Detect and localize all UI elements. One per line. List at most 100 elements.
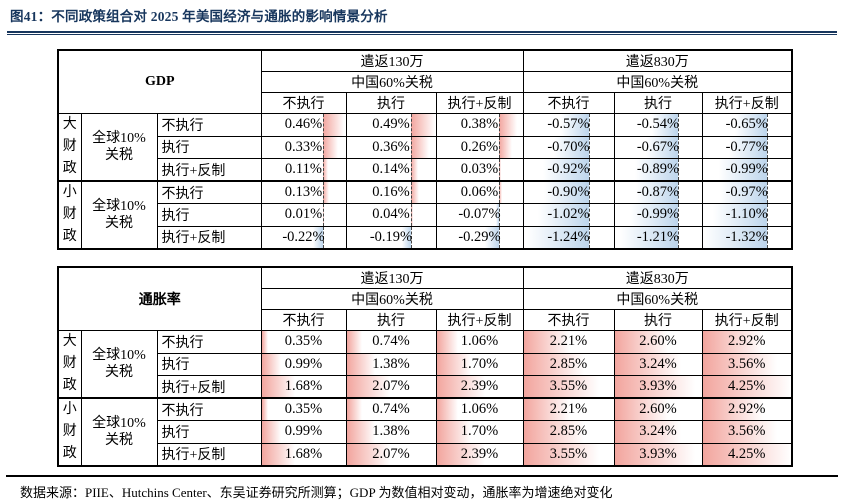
- cell-value: 2.92%: [728, 333, 765, 349]
- cell-value: 3.24%: [639, 356, 676, 372]
- positive-data-bar: [347, 331, 362, 353]
- title-rule-thin: [7, 34, 837, 35]
- cell-value: 1.70%: [461, 423, 498, 439]
- scenario-row-label: 不执行: [157, 181, 261, 204]
- repatriation-header: 遣返130万: [261, 267, 523, 289]
- cell-value: 1.38%: [372, 356, 409, 372]
- china-tariff-header: 中国60%关税: [523, 289, 792, 310]
- cell-value: -0.22%: [282, 229, 324, 245]
- value-cell: -0.54%: [614, 114, 702, 137]
- value-cell: -0.19%: [346, 226, 436, 249]
- value-cell: 3.55%: [523, 443, 614, 466]
- cell-value: 0.36%: [372, 139, 409, 155]
- positive-data-bar: [347, 399, 362, 420]
- value-cell: -0.57%: [523, 114, 614, 137]
- title-rule-thick: [7, 31, 837, 33]
- value-cell: 2.39%: [436, 376, 523, 399]
- global-tariff-label: 全球10% 关税: [81, 331, 157, 399]
- zero-axis-line: [499, 137, 500, 159]
- value-cell: 0.14%: [346, 159, 436, 182]
- cell-value: 0.35%: [285, 333, 322, 349]
- value-cell: 0.74%: [346, 331, 436, 354]
- positive-data-bar: [262, 354, 282, 376]
- global-tariff-label: 全球10% 关税: [81, 181, 157, 249]
- scenario-row-label: 不执行: [157, 114, 261, 137]
- zero-axis-line: [411, 114, 412, 136]
- cell-value: 2.85%: [550, 356, 587, 372]
- cell-value: -0.29%: [458, 229, 500, 245]
- cell-value: 0.74%: [372, 401, 409, 417]
- inflation-table: 通胀率遣返130万遣返830万中国60%关税中国60%关税不执行执行执行+反制不…: [57, 266, 793, 467]
- value-cell: -0.87%: [614, 181, 702, 204]
- positive-data-bar: [411, 114, 435, 136]
- cell-value: 3.93%: [639, 446, 676, 462]
- cell-value: 2.39%: [461, 446, 498, 462]
- cell-value: 3.56%: [728, 423, 765, 439]
- scenario-col-header: 不执行: [523, 93, 614, 114]
- cell-value: -0.87%: [637, 184, 679, 200]
- china-tariff-header: 中国60%关税: [261, 72, 523, 93]
- cell-value: 0.04%: [372, 206, 409, 222]
- value-cell: 3.56%: [702, 421, 792, 444]
- value-cell: -0.77%: [702, 136, 792, 159]
- zero-axis-line: [411, 182, 412, 203]
- cell-value: -0.77%: [726, 139, 768, 155]
- positive-data-bar: [262, 399, 269, 420]
- scenario-row-label: 执行+反制: [157, 376, 261, 399]
- cell-value: 0.13%: [285, 184, 322, 200]
- value-cell: 0.49%: [346, 114, 436, 137]
- value-cell: 0.06%: [436, 181, 523, 204]
- cell-value: 1.38%: [372, 423, 409, 439]
- value-cell: 2.92%: [702, 331, 792, 354]
- zero-axis-line: [323, 137, 324, 159]
- value-cell: 0.99%: [261, 353, 346, 376]
- value-cell: 4.25%: [702, 443, 792, 466]
- zero-axis-line: [499, 159, 500, 180]
- table-row: 执行+反制-0.22%-0.19%-0.29%-1.24%-1.21%-1.32…: [58, 226, 792, 249]
- cell-value: -1.02%: [547, 206, 589, 222]
- zero-axis-line: [323, 204, 324, 226]
- scenario-col-header: 执行+反制: [436, 93, 523, 114]
- repatriation-header: 遣返130万: [261, 50, 523, 72]
- scenario-col-header: 不执行: [523, 310, 614, 331]
- inflation-metric-label: 通胀率: [58, 267, 261, 331]
- header-row: 通胀率遣返130万遣返830万: [58, 267, 792, 289]
- scenario-col-header: 执行: [346, 93, 436, 114]
- value-cell: -0.67%: [614, 136, 702, 159]
- value-cell: 2.21%: [523, 331, 614, 354]
- china-tariff-header: 中国60%关税: [261, 289, 523, 310]
- cell-value: 2.07%: [372, 446, 409, 462]
- positive-data-bar: [323, 114, 344, 136]
- cell-value: 3.56%: [728, 356, 765, 372]
- scenario-col-header: 不执行: [261, 310, 346, 331]
- cell-value: 4.25%: [728, 446, 765, 462]
- cell-value: 0.06%: [461, 184, 498, 200]
- scenario-row-label: 不执行: [157, 331, 261, 354]
- scenario-row-label: 执行: [157, 204, 261, 227]
- value-cell: 1.70%: [436, 421, 523, 444]
- cell-value: 1.06%: [461, 401, 498, 417]
- zero-axis-line: [411, 137, 412, 159]
- global-tariff-label: 全球10% 关税: [81, 398, 157, 466]
- value-cell: -0.22%: [261, 226, 346, 249]
- cell-value: 2.92%: [728, 401, 765, 417]
- value-cell: 0.46%: [261, 114, 346, 137]
- value-cell: 2.60%: [614, 398, 702, 421]
- data-source-note: 数据来源：PIIE、Hutchins Center、东吴证券研究所测算；GDP …: [20, 484, 834, 501]
- scenario-row-label: 执行+反制: [157, 443, 261, 466]
- zero-axis-line: [411, 159, 412, 180]
- cell-value: 2.07%: [372, 378, 409, 394]
- cell-value: 0.14%: [372, 161, 409, 177]
- value-cell: -0.29%: [436, 226, 523, 249]
- value-cell: 4.25%: [702, 376, 792, 399]
- positive-data-bar: [262, 421, 282, 443]
- scenario-col-header: 不执行: [261, 93, 346, 114]
- cell-value: 0.16%: [372, 184, 409, 200]
- positive-data-bar: [499, 137, 511, 159]
- cell-value: -0.07%: [458, 206, 500, 222]
- cell-value: 2.39%: [461, 378, 498, 394]
- value-cell: 0.04%: [346, 204, 436, 227]
